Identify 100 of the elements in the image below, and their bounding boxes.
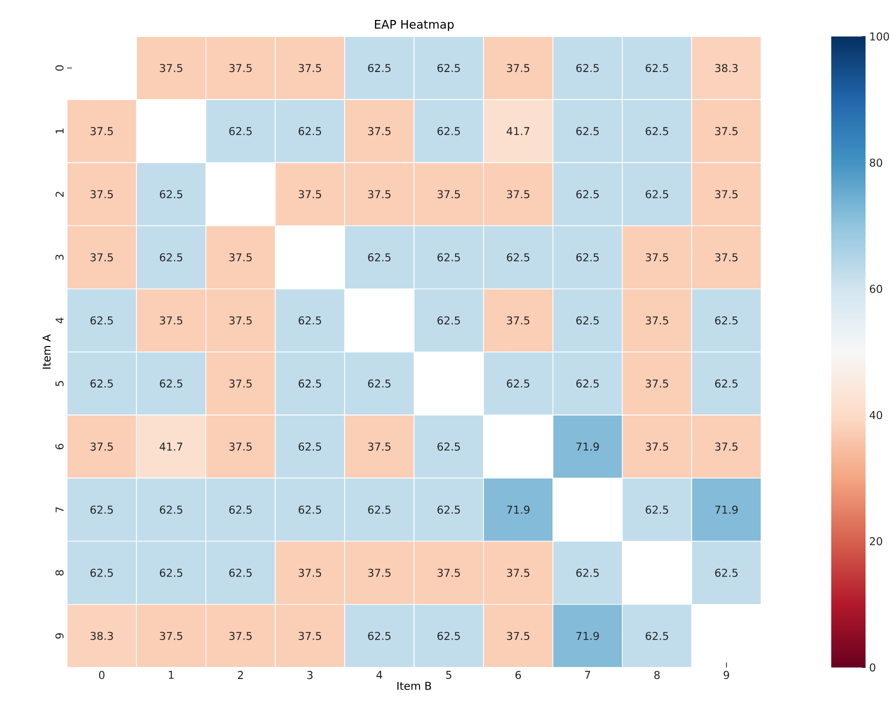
color-bar-label: 80 bbox=[870, 158, 882, 167]
data-label: 37.5 bbox=[646, 380, 668, 388]
color-bar-label: 100 bbox=[870, 32, 889, 41]
data-label: 62.5 bbox=[298, 506, 322, 514]
data-label: 37.5 bbox=[715, 127, 738, 136]
data-label: 62.5 bbox=[229, 127, 252, 136]
data-label: 37.5 bbox=[715, 442, 738, 451]
data-label: 71.9 bbox=[576, 632, 599, 640]
data-label: 37.5 bbox=[90, 127, 113, 136]
x-tick-label: 7 bbox=[585, 671, 590, 679]
data-label: 37.5 bbox=[229, 380, 252, 388]
y-tick-label: 5 bbox=[56, 381, 64, 386]
y-tick-label: 9 bbox=[55, 633, 64, 639]
data-label: 62.5 bbox=[368, 253, 390, 262]
data-label: 37.5 bbox=[368, 442, 390, 451]
data-label: 62.5 bbox=[646, 632, 668, 640]
data-label: 62.5 bbox=[160, 380, 182, 388]
data-label: 37.5 bbox=[160, 632, 182, 640]
x-tick-label: 8 bbox=[654, 671, 660, 680]
data-label: 37.5 bbox=[229, 64, 252, 72]
data-label: 37.5 bbox=[298, 632, 322, 640]
data-label: 62.5 bbox=[438, 316, 460, 325]
data-label: 37.5 bbox=[715, 253, 738, 262]
data-label: 71.9 bbox=[576, 442, 599, 451]
data-label: 37.5 bbox=[368, 190, 390, 198]
data-label: 62.5 bbox=[715, 568, 738, 578]
data-label: 62.5 bbox=[438, 442, 460, 451]
data-label: 37.5 bbox=[646, 442, 668, 451]
data-label: 62.5 bbox=[368, 64, 390, 72]
data-label: 62.5 bbox=[576, 568, 599, 578]
data-label: 37.5 bbox=[715, 190, 738, 198]
data-label: 62.5 bbox=[576, 316, 599, 325]
data-label: 62.5 bbox=[90, 568, 113, 578]
x-tick-label: 6 bbox=[516, 671, 521, 680]
data-label: 62.5 bbox=[438, 506, 460, 514]
data-label: 62.5 bbox=[646, 64, 668, 72]
data-label: 62.5 bbox=[506, 380, 530, 388]
data-label: 62.5 bbox=[298, 127, 322, 136]
y-tick-label: 0 bbox=[55, 66, 64, 71]
data-label: 62.5 bbox=[90, 316, 113, 325]
y-tick-label: 6 bbox=[55, 444, 64, 450]
data-label: 37.5 bbox=[506, 190, 530, 198]
data-label: 62.5 bbox=[298, 380, 322, 388]
x-tick-label: 2 bbox=[238, 671, 243, 680]
data-label: 62.5 bbox=[368, 506, 390, 514]
data-label: 62.5 bbox=[160, 190, 182, 198]
data-label: 62.5 bbox=[646, 506, 668, 514]
data-label: 62.5 bbox=[715, 316, 738, 325]
color-bar-label: 40 bbox=[870, 411, 882, 420]
y-tick-label: 8 bbox=[55, 570, 64, 576]
data-label: 62.5 bbox=[438, 127, 460, 136]
y-tick-label: 3 bbox=[55, 254, 64, 260]
data-label: 71.9 bbox=[715, 506, 738, 514]
data-label: 62.5 bbox=[438, 632, 460, 640]
data-label: 62.5 bbox=[715, 380, 738, 388]
data-label: 62.5 bbox=[646, 190, 668, 198]
data-label: 38.3 bbox=[90, 632, 113, 640]
data-label: 37.5 bbox=[438, 568, 460, 578]
data-label: 37.5 bbox=[90, 190, 113, 198]
data-label: 62.5 bbox=[90, 380, 113, 388]
data-label: 37.5 bbox=[506, 568, 530, 578]
data-label: 62.5 bbox=[160, 506, 182, 514]
data-label: 37.5 bbox=[298, 190, 322, 198]
data-label: 37.5 bbox=[229, 253, 252, 262]
data-label: 37.5 bbox=[90, 442, 113, 451]
color-bar-label: 60 bbox=[870, 284, 882, 294]
data-label: 37.5 bbox=[506, 316, 530, 325]
data-label: 62.5 bbox=[229, 568, 252, 578]
x-tick-label: 0 bbox=[99, 671, 104, 680]
x-tick-label: 9 bbox=[724, 671, 730, 680]
color-bar-label: 0 bbox=[870, 664, 876, 672]
y-tick-label: 7 bbox=[56, 507, 64, 512]
data-label: 62.5 bbox=[438, 64, 460, 72]
data-label: 37.5 bbox=[368, 568, 390, 578]
data-label: 37.5 bbox=[438, 190, 460, 198]
data-label: 62.5 bbox=[506, 253, 530, 262]
data-label: 37.5 bbox=[646, 316, 668, 325]
y-tick-label: 4 bbox=[56, 318, 64, 324]
y-axis-title: Item A bbox=[42, 334, 51, 369]
x-axis-title: Item B bbox=[397, 682, 432, 690]
x-tick-label: 1 bbox=[168, 671, 174, 679]
data-label: 62.5 bbox=[438, 253, 460, 262]
data-label: 37.5 bbox=[229, 316, 252, 325]
data-label: 37.5 bbox=[90, 253, 113, 262]
y-tick-label: 1 bbox=[56, 128, 64, 134]
data-label: 62.5 bbox=[646, 127, 668, 136]
data-label: 37.5 bbox=[160, 316, 182, 325]
data-label: 62.5 bbox=[368, 632, 390, 640]
data-label: 41.7 bbox=[506, 127, 530, 136]
x-tick-label: 5 bbox=[446, 671, 452, 680]
color-bar-label: 20 bbox=[870, 537, 882, 546]
data-label: 37.5 bbox=[229, 632, 252, 640]
data-label: 62.5 bbox=[576, 127, 599, 136]
data-label: 62.5 bbox=[160, 568, 182, 578]
data-label: 37.5 bbox=[506, 64, 530, 72]
x-tick-label: 4 bbox=[376, 671, 382, 679]
data-label: 62.5 bbox=[160, 253, 182, 262]
data-label: 62.5 bbox=[368, 380, 390, 388]
data-label: 62.5 bbox=[576, 253, 599, 262]
data-label: 62.5 bbox=[298, 442, 322, 451]
